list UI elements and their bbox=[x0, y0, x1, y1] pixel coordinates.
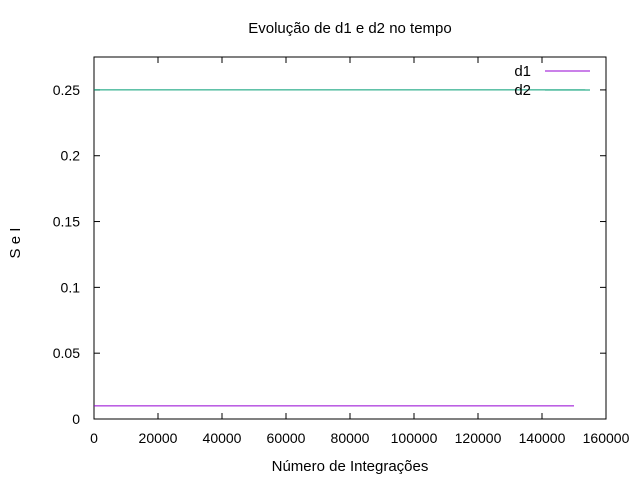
y-tick-label: 0.15 bbox=[53, 214, 80, 230]
x-axis: 0 20000 40000 60000 80000 100000 120000 140000 1… bbox=[90, 57, 630, 446]
y-tick-label: 0.1 bbox=[61, 279, 81, 295]
x-tick-label: 140000 bbox=[519, 430, 566, 446]
x-tick-label: 20000 bbox=[139, 430, 178, 446]
x-tick-label: 40000 bbox=[203, 430, 242, 446]
y-tick-label: 0.05 bbox=[53, 345, 80, 361]
legend-label-d2: d2 bbox=[514, 82, 531, 99]
x-tick-label: 100000 bbox=[391, 430, 438, 446]
y-tick-label: 0 bbox=[72, 411, 80, 427]
chart-title: Evolução de d1 e d2 no tempo bbox=[248, 20, 451, 37]
y-tick-label: 0.25 bbox=[53, 82, 80, 98]
plot-frame bbox=[93, 56, 607, 420]
y-tick-label: 0.2 bbox=[61, 148, 81, 164]
legend-label-d1: d1 bbox=[514, 63, 531, 80]
y-axis-label: S e I bbox=[7, 228, 24, 259]
x-tick-label: 60000 bbox=[267, 430, 306, 446]
x-tick-label: 120000 bbox=[455, 430, 502, 446]
plot-border bbox=[93, 56, 607, 420]
y-axis: 0 0.05 0.1 0.15 0.2 0.25 bbox=[53, 82, 606, 427]
series-lines bbox=[94, 89, 586, 407]
x-tick-label: 0 bbox=[90, 430, 98, 446]
x-tick-label: 80000 bbox=[331, 430, 370, 446]
x-axis-label: Número de Integrações bbox=[272, 458, 429, 475]
x-tick-label: 160000 bbox=[583, 430, 630, 446]
